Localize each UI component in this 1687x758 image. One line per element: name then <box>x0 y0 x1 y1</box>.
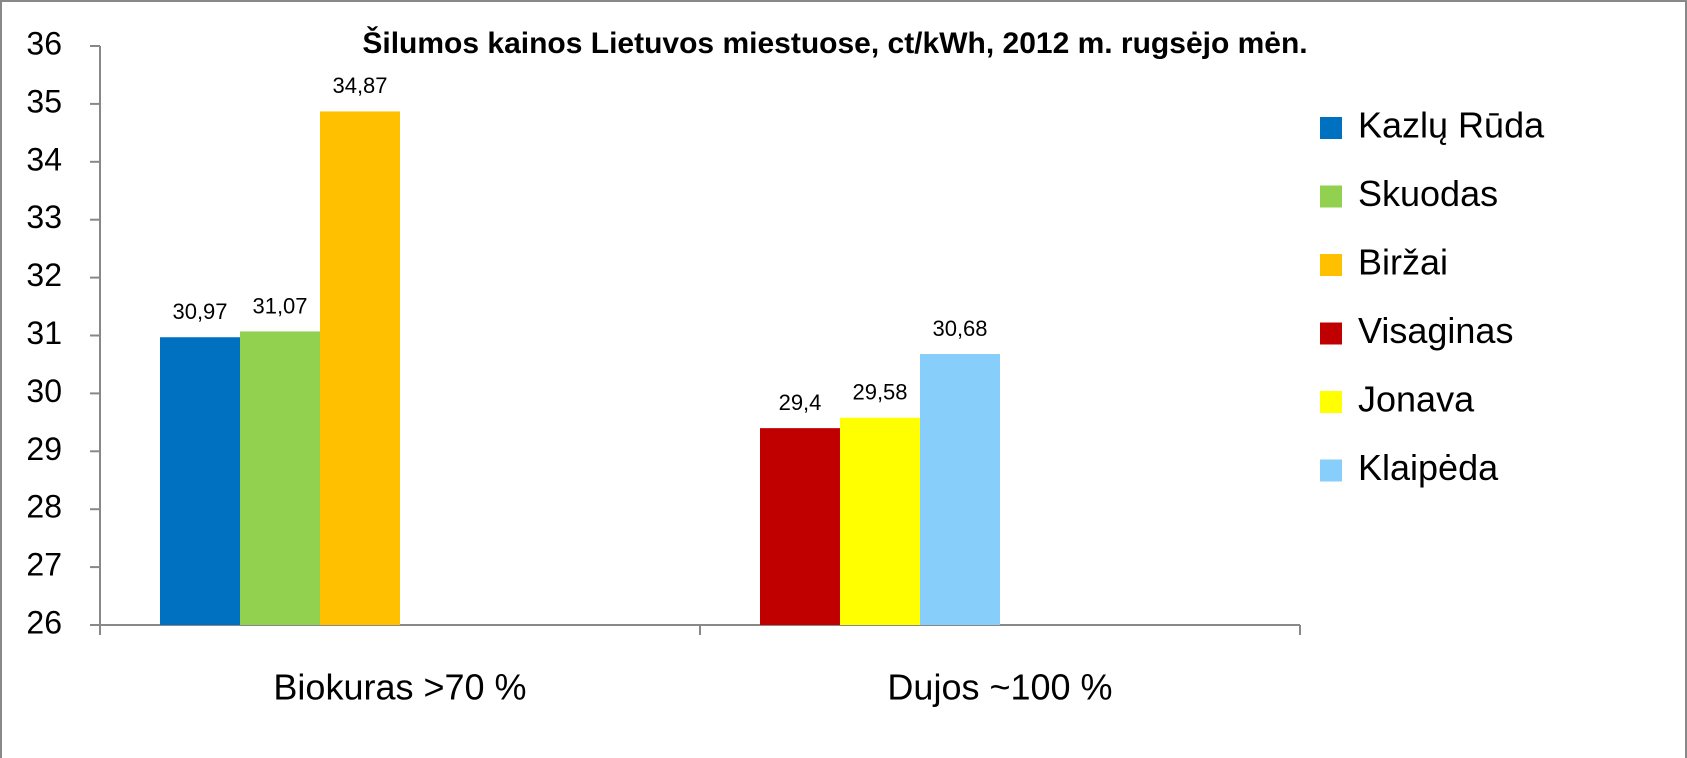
y-tick-label: 26 <box>26 604 62 640</box>
legend-label: Skuodas <box>1358 173 1498 214</box>
y-tick-label: 33 <box>26 199 62 235</box>
x-tick-label: Dujos ~100 % <box>887 667 1112 708</box>
y-tick-label: 28 <box>26 489 62 525</box>
legend-label: Kazlų Rūda <box>1358 105 1545 146</box>
bar <box>840 417 920 625</box>
x-tick-label: Biokuras >70 % <box>273 667 526 708</box>
bar <box>240 331 320 625</box>
legend-swatch <box>1320 254 1342 276</box>
y-tick-label: 32 <box>26 257 62 293</box>
data-label: 34,87 <box>332 73 387 98</box>
y-tick-label: 27 <box>26 547 62 583</box>
legend-swatch <box>1320 459 1342 482</box>
legend-swatch <box>1320 117 1342 139</box>
legend-label: Visaginas <box>1358 310 1513 351</box>
legend-swatch <box>1320 185 1342 208</box>
legend-swatch <box>1320 322 1342 345</box>
legend-label: Jonava <box>1358 379 1475 420</box>
legend-label: Biržai <box>1358 242 1448 283</box>
data-label: 29,4 <box>779 390 822 415</box>
bar <box>760 428 840 625</box>
y-tick-label: 31 <box>26 315 62 351</box>
y-tick-label: 29 <box>26 431 62 467</box>
y-tick-label: 34 <box>26 141 62 177</box>
legend-label: Klaipėda <box>1358 447 1499 488</box>
data-label: 29,58 <box>852 380 907 405</box>
bar <box>160 337 240 625</box>
bar <box>920 354 1000 625</box>
bar <box>320 111 400 625</box>
y-tick-label: 36 <box>26 25 62 61</box>
y-tick-label: 35 <box>26 83 62 119</box>
chart-title: Šilumos kainos Lietuvos miestuose, ct/kW… <box>362 26 1307 60</box>
data-label: 31,07 <box>252 293 307 318</box>
data-label: 30,97 <box>172 299 227 324</box>
y-tick-label: 30 <box>26 373 62 409</box>
data-label: 30,68 <box>932 316 987 341</box>
legend-swatch <box>1320 391 1342 413</box>
